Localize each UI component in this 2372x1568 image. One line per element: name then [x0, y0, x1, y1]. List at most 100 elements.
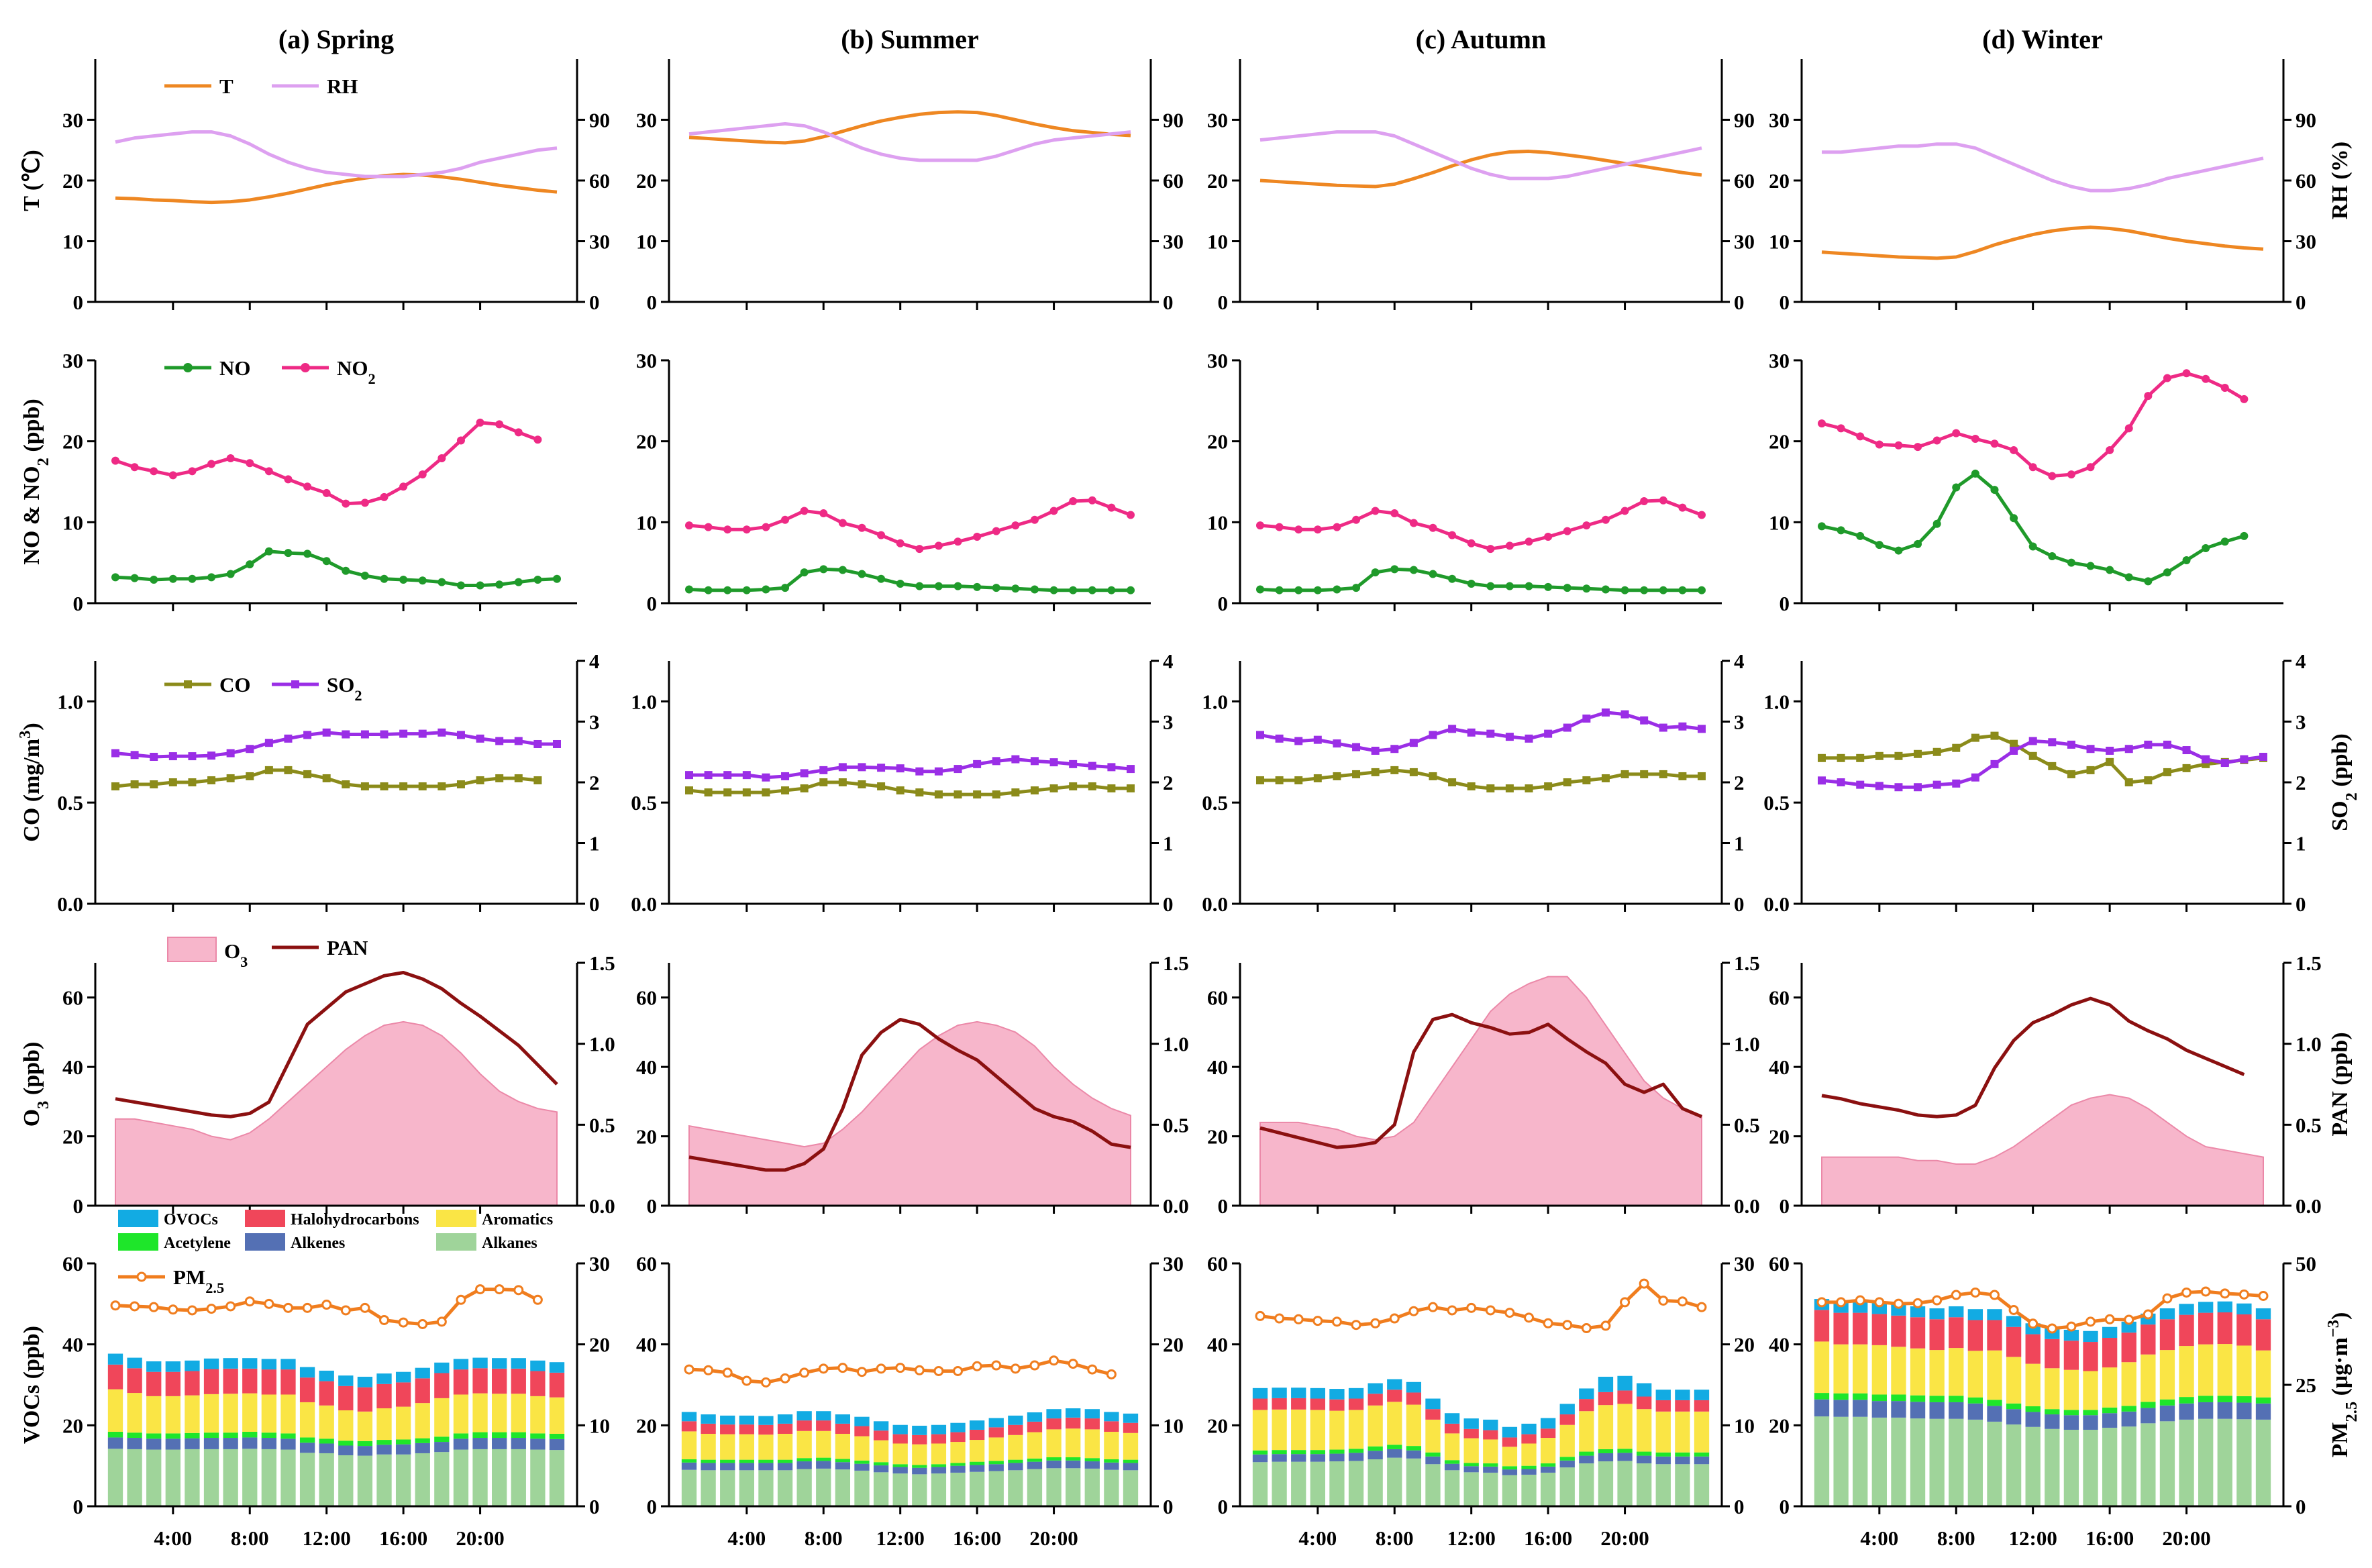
right-tick-label: 30	[2296, 230, 2316, 254]
legend-RH-label: RH	[327, 74, 358, 98]
voc-bar-acetylene	[969, 1461, 985, 1465]
SO2-point	[1971, 773, 1979, 782]
ylabel-right-so2-part: SO	[2328, 800, 2353, 831]
voc-bar-aromatics	[1694, 1411, 1710, 1453]
voc-bar-acetylene	[796, 1458, 812, 1462]
voc-bar-alkenes	[1949, 1402, 1964, 1419]
voc-bar-aromatics	[203, 1394, 219, 1433]
right-tick-label: 30	[1163, 1252, 1184, 1275]
voc-bar-aromatics	[2102, 1367, 2118, 1408]
NO-point	[456, 581, 465, 590]
right-tick-label: 1.0	[2296, 1033, 2322, 1056]
voc-bar-alkanes	[2025, 1426, 2041, 1506]
CO-point	[1659, 770, 1667, 778]
voc-bar-acetylene	[1694, 1452, 1710, 1457]
left-tick-label: 20	[636, 169, 657, 193]
left-tick-label: 30	[636, 109, 657, 132]
voc-bar-ovocs	[472, 1357, 488, 1369]
voc-bar-alkanes	[816, 1468, 831, 1506]
CO-point	[1467, 782, 1476, 791]
voc-bar-acetylene	[242, 1431, 258, 1438]
CO-point	[953, 790, 962, 799]
NO-point	[896, 580, 905, 588]
NO2-point	[1049, 507, 1058, 515]
voc-bar-ovocs	[415, 1367, 430, 1379]
voc-bar-ovocs	[492, 1358, 507, 1369]
SO2-point	[2048, 738, 2057, 747]
CO-line	[1260, 768, 1702, 790]
voc-bar-acetylene	[261, 1432, 277, 1439]
voc-bar-alkenes	[1987, 1406, 2002, 1422]
voc-bar-halohydrocarbons	[758, 1424, 774, 1435]
legend-aromatics-swatch	[436, 1210, 476, 1227]
voc-bar-halohydrocarbons	[203, 1369, 219, 1394]
NO2-point	[264, 467, 273, 476]
SO2-point	[2240, 755, 2249, 764]
NO2-point	[1390, 509, 1399, 518]
voc-bar-alkenes	[1066, 1460, 1081, 1469]
PM25-point	[895, 1363, 906, 1373]
voc-bar-acetylene	[1949, 1396, 1964, 1402]
PM25-point	[417, 1319, 428, 1329]
voc-bar-alkenes	[1291, 1454, 1306, 1462]
SO2-point	[1069, 760, 1078, 768]
ylabel-left-nox-part: 2	[34, 458, 52, 466]
right-tick-label: 4	[1734, 649, 1745, 673]
NO-point	[2163, 568, 2171, 577]
O3-area	[115, 1021, 558, 1206]
left-tick-label: 0	[1218, 1194, 1229, 1218]
voc-bar-alkanes	[357, 1455, 373, 1506]
voc-bar-alkenes	[319, 1443, 334, 1453]
T-line	[688, 110, 1131, 145]
left-tick-label: 20	[62, 430, 83, 454]
PM25-point	[2104, 1314, 2115, 1324]
voc-bar-ovocs	[2198, 1302, 2214, 1313]
SO2-point	[264, 739, 273, 747]
CO-point	[1049, 784, 1058, 793]
voc-bar-alkanes	[1579, 1463, 1594, 1506]
SO2-point	[1127, 765, 1135, 774]
PM25-point	[2047, 1323, 2057, 1334]
right-tick-label: 1.5	[1163, 951, 1189, 975]
SO2-point	[934, 767, 943, 776]
voc-bar-alkenes	[1814, 1399, 1830, 1417]
right-tick-label: 3	[2296, 711, 2306, 734]
voc-bar-ovocs	[1104, 1412, 1119, 1422]
voc-bar-alkenes	[1967, 1403, 1983, 1420]
CO-point	[723, 788, 732, 797]
panel-nox-winter: 0 10 20 30	[1769, 349, 2283, 615]
CO-point	[533, 776, 542, 784]
voc-bar-aromatics	[1291, 1409, 1306, 1451]
ylabel-right-pan-part: PAN (ppb)	[2328, 1032, 2353, 1136]
voc-bar-aromatics	[434, 1398, 450, 1437]
SO2-point	[800, 769, 809, 778]
SO2-point	[1256, 731, 1264, 739]
voc-bar-acetylene	[357, 1441, 373, 1447]
left-tick-label: 40	[62, 1055, 83, 1079]
x-tick-label: 12:00	[876, 1526, 925, 1550]
NO2-point	[1856, 432, 1865, 441]
voc-bar-acetylene	[549, 1434, 565, 1439]
voc-bar-halohydrocarbons	[223, 1368, 238, 1394]
voc-bar-halohydrocarbons	[1929, 1319, 1945, 1351]
voc-bar-halohydrocarbons	[1910, 1317, 1926, 1349]
right-tick-label: 3	[589, 711, 600, 734]
voc-bar-aromatics	[681, 1431, 697, 1460]
voc-bar-halohydrocarbons	[1406, 1392, 1422, 1405]
CO-point	[819, 778, 828, 786]
legend-PM25-label: PM2.5	[173, 1265, 224, 1296]
CO-point	[1837, 753, 1845, 762]
CO-point	[150, 780, 158, 789]
CO-point	[1640, 770, 1649, 778]
voc-bar-aromatics	[185, 1395, 200, 1433]
PM25-point	[340, 1305, 351, 1316]
PM25-point	[741, 1375, 752, 1386]
SO2-point	[495, 737, 504, 745]
voc-bar-alkenes	[892, 1467, 908, 1474]
voc-bar-ovocs	[357, 1376, 373, 1388]
SO2-point	[322, 728, 331, 737]
voc-bar-halohydrocarbons	[2063, 1341, 2079, 1370]
voc-bar-acetylene	[2255, 1397, 2271, 1404]
voc-bar-alkanes	[739, 1470, 754, 1506]
